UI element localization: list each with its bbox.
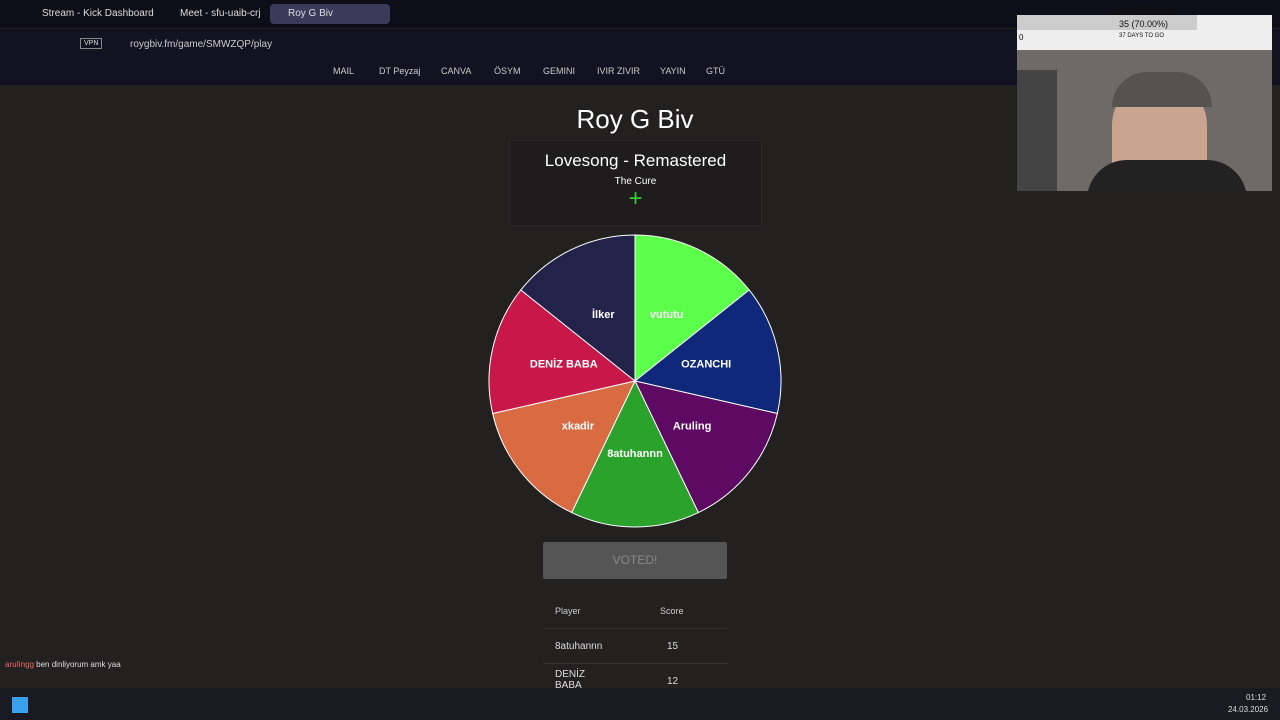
- bookmark[interactable]: CANVA: [441, 66, 472, 76]
- slice-label: İlker: [592, 308, 615, 321]
- slice-label: vututu: [650, 309, 684, 321]
- chat-user: aruIingg: [5, 660, 34, 669]
- chat-message: ben dinliyorum amk yaa: [36, 660, 121, 669]
- slice-label: Aruling: [673, 420, 712, 432]
- wheel-slice: [570, 379, 700, 528]
- header: Player: [555, 606, 581, 616]
- wheel: vututu OZANCHI Aruling 8atuhannn xkadir DENİZ…: [488, 234, 782, 528]
- song-card: Lovesong - Remastered The Cure +: [509, 140, 762, 226]
- player: 8atuhannn: [555, 641, 603, 652]
- game-title: Roy G Biv: [576, 104, 694, 134]
- bookmark[interactable]: GEMINI: [543, 66, 576, 76]
- start-button[interactable]: [12, 697, 28, 713]
- bookmark[interactable]: YAYIN: [660, 66, 686, 76]
- player: DENİZ BABA: [555, 669, 585, 688]
- clock: 01:12: [1246, 693, 1267, 702]
- goal-remaining: 37 DAYS TO GO: [1119, 33, 1165, 39]
- goal-overlay: ABONE HEDEFİ 35 (70.00%) 37 DAYS TO GO 0: [1017, 6, 1272, 50]
- wheel-slice: [492, 380, 636, 514]
- slice-label: OZANCHI: [681, 359, 731, 371]
- bookmark[interactable]: IVIR ZIVIR: [597, 66, 641, 76]
- slice-label: xkadir: [562, 420, 595, 432]
- goal-title: ABONE HEDEFİ: [1117, 6, 1178, 15]
- tab[interactable]: Meet - sfu-uaib-crj: [180, 8, 261, 19]
- wheel-slice: [634, 380, 778, 514]
- goal-count: 0: [1019, 33, 1024, 42]
- webcam: [1017, 50, 1272, 191]
- bookmark[interactable]: DT Peyzaj: [379, 66, 421, 76]
- header: Score: [660, 606, 684, 616]
- score: 15: [667, 641, 679, 652]
- goal-progress: 35 (70.00%): [1119, 19, 1169, 29]
- slice-label: DENİZ BABA: [530, 358, 598, 371]
- tab[interactable]: Stream - Kick Dashboard: [42, 8, 154, 19]
- wheel-slice: [488, 289, 637, 415]
- wheel-slice: [520, 234, 636, 383]
- score: 12: [667, 676, 679, 687]
- tab-bar: Stream - Kick Dashboard Meet - sfu-uaib-…: [0, 0, 1280, 28]
- song-title: Lovesong - Remastered: [544, 151, 727, 170]
- tab-active[interactable]: Roy G Biv: [270, 4, 390, 24]
- taskbar: 01:12 24.03.2026: [0, 688, 1280, 720]
- wheel-slice: [634, 234, 750, 383]
- artist: The Cure: [614, 176, 657, 187]
- vote-button[interactable]: VOTED!: [543, 542, 727, 579]
- bookmark[interactable]: MAIL: [333, 66, 355, 76]
- wheel-slice: [633, 289, 782, 415]
- url[interactable]: roygbiv.fm/game/SMWZQP/play: [130, 39, 273, 50]
- vpn-badge[interactable]: VPN: [80, 38, 103, 49]
- chat-line: aruIingg ben dinliyorum amk yaa: [5, 660, 121, 669]
- bookmark[interactable]: ÖSYM: [494, 66, 521, 76]
- add-icon[interactable]: +: [628, 185, 643, 212]
- bookmark[interactable]: GTÜ: [706, 66, 725, 76]
- scoreboard: Player Score 8atuhannn 15 DENİZ BABA 12: [543, 596, 727, 688]
- date: 24.03.2026: [1228, 705, 1269, 714]
- slice-label: 8atuhannn: [607, 448, 663, 460]
